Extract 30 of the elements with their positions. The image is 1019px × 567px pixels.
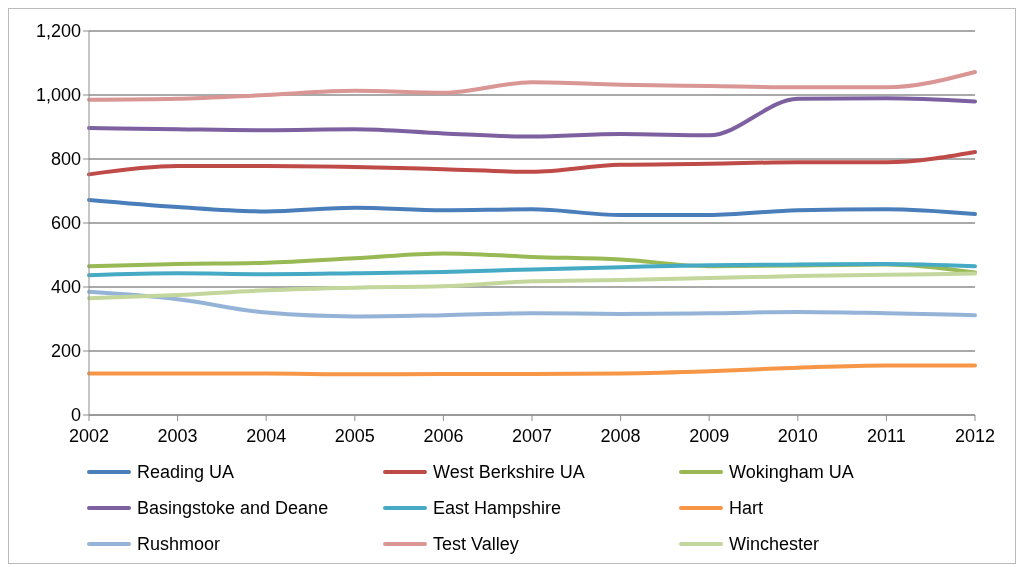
- legend-label: Reading UA: [137, 461, 235, 483]
- x-tick-label: 2007: [511, 425, 553, 446]
- legend-label: Rushmoor: [137, 533, 221, 555]
- x-tick-label: 2005: [334, 425, 375, 446]
- x-tick-label: 2006: [423, 425, 464, 446]
- y-tick-label: 200: [50, 341, 81, 362]
- legend-label: Hart: [729, 497, 764, 519]
- y-tick-label: 0: [70, 405, 81, 426]
- x-tick-label: 2003: [157, 425, 198, 446]
- y-tick-label: 400: [50, 277, 81, 298]
- y-tick-label: 1,000: [35, 85, 81, 106]
- x-tick-label: 2009: [689, 425, 730, 446]
- legend-label: Test Valley: [433, 533, 519, 555]
- legend-label: West Berkshire UA: [433, 461, 585, 483]
- line-series: [87, 261, 977, 278]
- legend-label: Winchester: [729, 533, 820, 555]
- legend-label: East Hampshire: [433, 497, 562, 519]
- x-tick-label: 2012: [954, 425, 996, 446]
- x-tick-label: 2011: [867, 425, 906, 446]
- x-tick-label: 2004: [246, 425, 287, 446]
- x-tick-label: 2008: [600, 425, 641, 446]
- line-series: [87, 197, 977, 217]
- x-tick-label: 2010: [777, 425, 818, 446]
- line-series: [87, 363, 977, 377]
- y-tick-label: 600: [50, 213, 81, 234]
- legend-label: Basingstoke and Deane: [137, 497, 329, 519]
- y-tick-label: 1,200: [35, 21, 81, 42]
- legend-label: Wokingham UA: [729, 461, 854, 483]
- y-tick-label: 800: [50, 149, 81, 170]
- x-tick-label: 2002: [68, 425, 110, 446]
